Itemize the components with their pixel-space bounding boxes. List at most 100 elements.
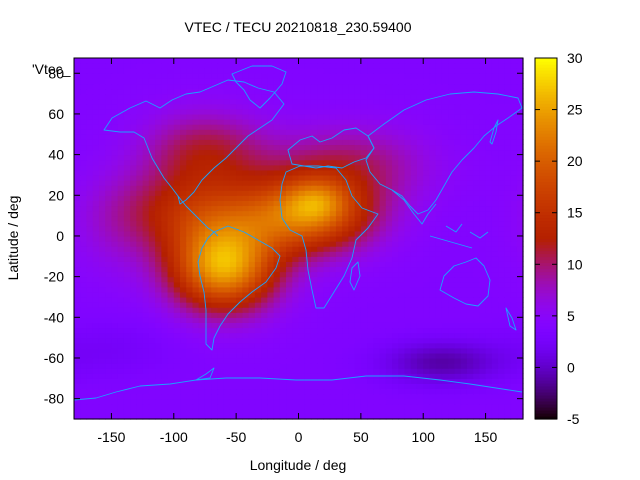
heatmap-cell [236,144,243,151]
heatmap-cell [460,281,468,288]
heatmap-cell [335,103,343,110]
heatmap-cell [348,185,356,191]
heatmap-cell [441,205,449,212]
heatmap-cell [310,307,318,313]
heatmap-cell [473,241,480,247]
heatmap-cell [186,332,194,339]
heatmap-cell [423,337,431,344]
heatmap-cell [498,296,505,303]
heatmap-cell [441,256,449,262]
heatmap-cell [304,200,312,207]
heatmap-cell [248,119,256,125]
heatmap-cell [473,108,480,115]
heatmap-cell [342,113,349,120]
heatmap-cell [86,408,94,415]
heatmap-cell [248,378,256,384]
heatmap-cell [292,119,300,125]
heatmap-cell [111,180,119,186]
heatmap-cell [286,291,293,298]
heatmap-cell [242,291,250,298]
heatmap-cell [398,363,406,369]
heatmap-cell [385,271,393,278]
heatmap-cell [292,398,300,405]
heatmap-cell [186,119,194,125]
heatmap-cell [273,230,281,237]
heatmap-cell [354,322,362,329]
heatmap-cell [379,296,387,303]
heatmap-cell [180,113,187,120]
heatmap-cell [261,68,268,74]
heatmap-cell [142,129,150,135]
heatmap-cell [142,98,150,105]
heatmap-cell [248,286,256,293]
heatmap-cell [130,88,137,95]
heatmap-cell [423,88,431,95]
heatmap-cell [173,363,181,369]
heatmap-cell [423,307,431,313]
heatmap-cell [342,68,349,74]
heatmap-cell [429,134,437,140]
heatmap-cell [105,347,113,354]
heatmap-cell [348,296,356,303]
heatmap-cell [192,139,200,146]
heatmap-cell [398,215,406,222]
heatmap-cell [74,164,81,171]
heatmap-cell [454,291,462,298]
heatmap-cell [466,307,474,313]
heatmap-cell [510,368,518,374]
heatmap-cell [236,352,243,359]
heatmap-cell [392,352,399,359]
heatmap-cell [192,134,200,140]
heatmap-cell [236,276,243,283]
heatmap-cell [516,363,524,369]
heatmap-cell [229,220,237,227]
heatmap-cell [98,149,106,156]
heatmap-cell [123,276,131,283]
heatmap-cell [267,291,275,298]
heatmap-cell [229,322,237,329]
heatmap-cell [348,159,356,166]
heatmap-cell [223,378,231,384]
heatmap-cell [286,307,293,313]
heatmap-cell [404,185,412,191]
heatmap-cell [254,195,262,201]
heatmap-cell [410,139,418,146]
heatmap-cell [86,93,94,100]
heatmap-cell [329,225,337,232]
heatmap-cell [98,317,106,323]
heatmap-cell [416,398,424,405]
heatmap-cell [479,246,487,252]
heatmap-cell [435,113,443,120]
heatmap-cell [74,129,81,135]
heatmap-cell [267,398,275,405]
heatmap-cell [367,139,374,146]
heatmap-cell [510,296,518,303]
heatmap-cell [92,108,100,115]
heatmap-cell [404,180,412,186]
heatmap-cell [323,119,331,125]
heatmap-cell [273,205,281,212]
heatmap-cell [98,134,106,140]
heatmap-cell [80,225,88,232]
heatmap-cell [310,317,318,323]
heatmap-cell [304,281,312,288]
heatmap-cell [74,378,81,384]
heatmap-cell [379,246,387,252]
heatmap-cell [130,368,137,374]
heatmap-cell [105,276,113,283]
heatmap-cell [423,200,431,207]
heatmap-cell [267,251,275,257]
heatmap-cell [448,312,456,318]
heatmap-cell [123,134,131,140]
heatmap-cell [429,393,437,400]
heatmap-cell [385,413,393,420]
heatmap-cell [435,103,443,110]
heatmap-cell [123,327,131,334]
heatmap-cell [254,205,262,212]
heatmap-cell [192,246,200,252]
heatmap-cell [261,383,268,390]
heatmap-cell [460,271,468,278]
heatmap-cell [148,296,156,303]
heatmap-cell [229,235,237,242]
heatmap-cell [373,220,381,227]
